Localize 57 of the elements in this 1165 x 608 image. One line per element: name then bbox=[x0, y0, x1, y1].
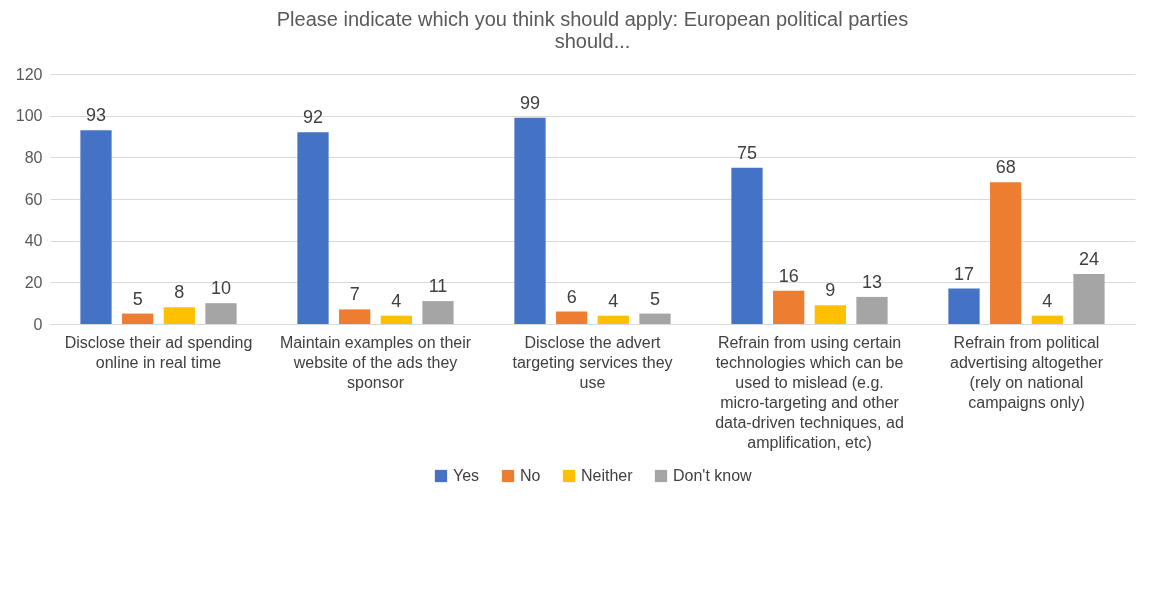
data-label: 16 bbox=[778, 265, 799, 286]
chart-title: Please indicate which you think should apply: European political parties should... bbox=[276, 8, 909, 52]
bar bbox=[1073, 274, 1105, 324]
data-label: 68 bbox=[995, 157, 1016, 178]
data-label: 4 bbox=[1042, 290, 1053, 311]
data-label: 17 bbox=[953, 263, 975, 284]
data-label: 9 bbox=[825, 280, 836, 301]
bar bbox=[814, 305, 846, 324]
y-tick-label: 0 bbox=[33, 315, 43, 333]
bar bbox=[556, 311, 588, 324]
bar bbox=[731, 167, 763, 324]
data-label: 5 bbox=[132, 288, 143, 309]
data-label: 93 bbox=[85, 105, 107, 126]
x-tick-label: Disclose their ad spending online in real time bbox=[64, 333, 253, 371]
x-tick-label: Maintain examples on their website of the ads they sponsor bbox=[279, 333, 472, 391]
bar bbox=[990, 182, 1022, 324]
data-label: 92 bbox=[302, 107, 324, 128]
data-label: 8 bbox=[174, 282, 185, 303]
y-tick-label: 20 bbox=[24, 273, 43, 291]
bar bbox=[773, 290, 805, 324]
bar bbox=[597, 315, 629, 324]
data-label: 24 bbox=[1078, 249, 1100, 269]
data-label: 10 bbox=[210, 278, 232, 299]
bar bbox=[639, 313, 671, 324]
data-label: 11 bbox=[428, 276, 448, 297]
bar bbox=[514, 117, 546, 324]
x-tick-label: Refrain from using certain technologies which can be used to mislead (e.g. micro-targeting and other data-driven techniques, ad amplification, etc) bbox=[715, 333, 904, 451]
data-label: 4 bbox=[608, 290, 619, 311]
data-label: 75 bbox=[736, 142, 758, 163]
y-tick-label: 60 bbox=[24, 190, 43, 208]
legend-label: Don't know bbox=[673, 467, 753, 484]
bar bbox=[339, 309, 371, 324]
legend-label: No bbox=[520, 467, 541, 484]
legend-label: Yes bbox=[453, 467, 480, 484]
y-tick-label: 100 bbox=[15, 107, 43, 125]
bar bbox=[122, 313, 154, 324]
bar bbox=[948, 288, 980, 324]
data-label: 5 bbox=[649, 288, 660, 309]
bar bbox=[297, 132, 329, 324]
data-label: 7 bbox=[349, 284, 360, 305]
x-tick-label: Disclose the advert targeting services they use bbox=[512, 333, 673, 391]
bar bbox=[163, 307, 195, 324]
data-label: 13 bbox=[861, 271, 883, 292]
y-tick-label: 80 bbox=[24, 148, 43, 166]
bar bbox=[380, 315, 412, 324]
bar bbox=[80, 130, 112, 324]
data-label: 6 bbox=[566, 286, 577, 307]
data-label: 4 bbox=[391, 290, 402, 311]
bar bbox=[1031, 315, 1063, 324]
y-tick-label: 40 bbox=[24, 232, 43, 250]
bar bbox=[422, 301, 454, 324]
data-label: 99 bbox=[519, 92, 541, 113]
legend-label: Neither bbox=[581, 467, 634, 484]
y-tick-label: 120 bbox=[15, 65, 43, 83]
bar bbox=[205, 303, 237, 324]
x-tick-label: Refrain from political advertising altogether (rely on national campaigns only) bbox=[950, 333, 1104, 411]
bar bbox=[856, 296, 888, 324]
